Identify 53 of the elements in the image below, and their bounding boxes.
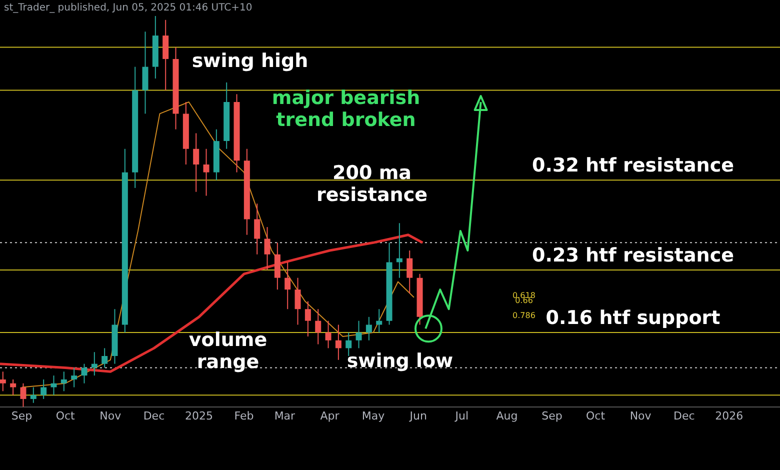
candlestick [254, 203, 260, 255]
candlestick [335, 324, 342, 360]
x-tick-label: Sep [11, 409, 32, 422]
candlestick [0, 371, 6, 392]
candlestick [203, 148, 210, 196]
x-tick-label: May [362, 409, 386, 422]
ref-line-label: 0.23 htf resistance [532, 244, 734, 266]
x-tick-label: Oct [586, 409, 606, 422]
x-tick-label: Oct [56, 409, 76, 422]
x-tick-label: Jul [454, 409, 469, 422]
candlestick [40, 378, 47, 400]
candlestick [193, 132, 200, 192]
chart-title: st_Trader_ published, Jun 05, 2025 01:46 UTC+10 [4, 2, 252, 14]
annotation: swing high [192, 50, 308, 72]
candlestick [356, 320, 362, 349]
x-tick-label: Aug [496, 409, 518, 422]
candlestick [30, 386, 36, 404]
candlestick [315, 308, 322, 345]
ref-line-label: 0.16 htf support [546, 306, 720, 329]
annotation: swing low [346, 350, 454, 372]
x-tick-label: Feb [234, 409, 254, 422]
candlestick [20, 382, 26, 408]
candlestick [264, 226, 270, 271]
candlestick [10, 378, 16, 396]
annotation: 200 ma resistance [316, 162, 428, 206]
x-tick-label: Jun [408, 409, 427, 422]
annotation: major bearish trend broken [272, 86, 420, 131]
candlestick [366, 316, 372, 341]
candlestick [162, 19, 169, 91]
x-tick-label: Dec [673, 409, 695, 422]
x-tick-label: 2026 [715, 409, 744, 422]
x-tick-label: Dec [143, 409, 165, 422]
candlestick [102, 348, 108, 368]
candlestick [60, 371, 67, 392]
x-tick-label: 2025 [184, 409, 213, 422]
candlestick [325, 320, 332, 349]
x-tick-label: Sep [542, 409, 562, 422]
candlestick [50, 375, 57, 396]
annotation: 0.786 [512, 311, 536, 320]
x-tick-label: Mar [274, 409, 296, 422]
x-tick-label: Apr [320, 409, 340, 422]
annotation: volume range [188, 328, 268, 373]
x-tick-label: Nov [100, 409, 122, 422]
candlestick [142, 31, 148, 114]
candlestick [406, 250, 413, 294]
candlestick [81, 363, 88, 384]
candlestick [274, 242, 280, 290]
candlestick [284, 262, 291, 310]
x-tick-label: Nov [630, 409, 652, 422]
ref-line-label: 0.32 htf resistance [532, 154, 734, 177]
candlestick [71, 367, 78, 388]
candlestick [304, 300, 311, 337]
candlestick [294, 277, 301, 326]
